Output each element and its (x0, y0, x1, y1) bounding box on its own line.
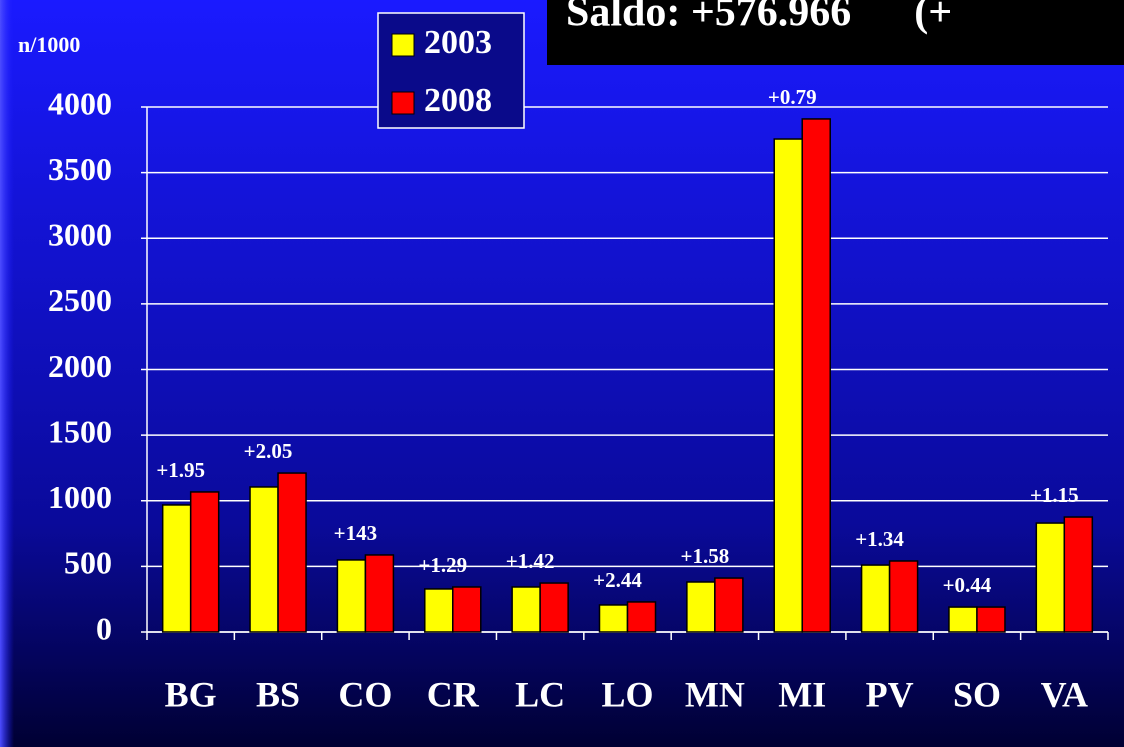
annotation: +143 (334, 521, 377, 545)
bar (452, 586, 482, 633)
bar (686, 581, 716, 633)
annotation: +1.95 (156, 458, 205, 482)
legend-swatch (391, 33, 415, 57)
y-tick-label: 3000 (48, 217, 112, 253)
bar (888, 560, 919, 633)
legend-label: 2008 (424, 82, 492, 119)
y-tick-label: 1000 (48, 479, 112, 515)
x-tick-label: MI (778, 674, 826, 714)
x-tick-label: BG (165, 674, 217, 714)
annotation: +0.79 (768, 85, 817, 109)
annotation: +2.44 (593, 568, 642, 592)
x-tick-label: MN (685, 674, 745, 714)
x-tick-label: CR (427, 674, 480, 714)
bar (714, 577, 744, 633)
x-tick-label: SO (953, 674, 1001, 714)
annotation: +0.44 (943, 573, 992, 597)
bar (1035, 522, 1066, 633)
y-tick-label: 2500 (48, 282, 112, 318)
y-axis-label: n/1000 (18, 32, 80, 57)
bar (948, 606, 978, 633)
bar (511, 586, 541, 633)
x-tick-label: LC (515, 674, 565, 714)
annotation: +1.29 (418, 553, 467, 577)
bar (773, 138, 803, 633)
x-tick-label: PV (866, 674, 914, 714)
edge-strip (0, 0, 14, 747)
annotation: +1.58 (681, 544, 730, 568)
bar (161, 504, 192, 633)
bar (976, 606, 1006, 633)
annotation: +1.42 (506, 549, 555, 573)
x-tick-label: VA (1041, 674, 1088, 714)
title-box (547, 0, 1124, 65)
y-tick-label: 500 (64, 545, 112, 581)
legend-swatch (391, 91, 415, 115)
bar (539, 582, 569, 633)
x-tick-label: BS (256, 674, 300, 714)
y-tick-label: 3500 (48, 151, 112, 187)
chart-title: Saldo: +576.966 (+ (566, 0, 952, 36)
bar (249, 486, 279, 633)
y-tick-label: 1500 (48, 413, 112, 449)
annotation: +2.05 (244, 439, 293, 463)
bar (626, 601, 657, 633)
annotation: +1.15 (1030, 483, 1079, 507)
y-tick-label: 0 (96, 610, 112, 646)
annotation: +1.34 (855, 527, 904, 551)
bar (364, 554, 395, 633)
bar (1063, 516, 1094, 633)
bar (277, 472, 307, 633)
y-tick-label: 2000 (48, 348, 112, 384)
bar (801, 118, 831, 633)
y-tick-label: 4000 (48, 85, 112, 121)
x-tick-label: LO (601, 674, 653, 714)
legend-label: 2003 (424, 24, 492, 61)
bar (424, 588, 454, 633)
bar (336, 559, 367, 633)
x-tick-label: CO (338, 674, 392, 714)
bar (189, 491, 220, 633)
bar (860, 564, 891, 633)
bar (598, 604, 629, 633)
